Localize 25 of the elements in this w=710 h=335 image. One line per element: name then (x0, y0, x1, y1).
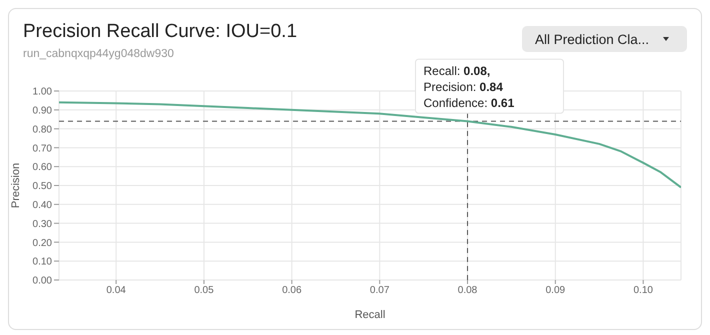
y-tick-label: 0.20 (32, 238, 52, 249)
x-tick-label: 0.10 (633, 285, 654, 296)
chart-title: Precision Recall Curve: IOU=0.1 (23, 21, 298, 43)
y-tick-label: 1.00 (32, 86, 52, 98)
chart-subtitle: run_cabnqxqp44yg048dw930 (23, 48, 174, 60)
x-tick-label: 0.07 (370, 285, 390, 296)
x-axis-title: Recall (354, 309, 386, 321)
y-tick-label: 0.90 (32, 105, 52, 116)
y-axis-title: Precision (10, 162, 22, 208)
y-tick-label: 0.70 (32, 143, 52, 154)
tooltip-box: Recall: 0.08, Precision: 0.84 Confidence: 0.61 (415, 58, 564, 114)
y-tick-label: 0.50 (32, 181, 52, 192)
y-tick-label: 0.60 (32, 162, 52, 174)
y-tick-label: 0.10 (32, 256, 52, 268)
y-tick-label: 0.00 (32, 276, 52, 287)
annotation: Recall: 0.08, Precision: 0.84 Confidence: 0.61 (424, 64, 515, 110)
x-tick-label: 0.04 (106, 285, 126, 296)
y-tick-label: 0.40 (32, 200, 52, 211)
x-tick-label: 0.08 (458, 285, 478, 296)
x-tick-label: 0.05 (194, 285, 214, 296)
x-tick-label: 0.06 (282, 285, 302, 296)
y-tick-label: 0.30 (32, 218, 52, 230)
y-tick-label: 0.80 (32, 124, 52, 136)
x-tick-label: 0.09 (546, 285, 566, 296)
text: All Prediction Cla... (535, 32, 650, 46)
